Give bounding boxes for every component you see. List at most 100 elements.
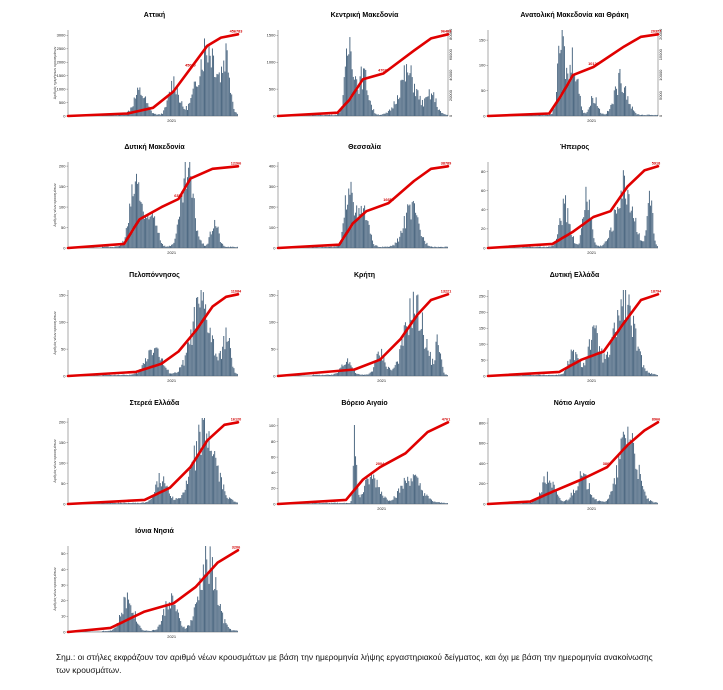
bar	[656, 502, 658, 504]
bar	[170, 246, 171, 248]
bar	[105, 630, 107, 632]
bar	[541, 375, 543, 376]
bar	[642, 241, 644, 248]
bar	[364, 485, 366, 504]
bar	[171, 593, 173, 632]
bar	[639, 115, 641, 116]
bar	[236, 630, 238, 632]
bar	[410, 65, 412, 116]
bar	[164, 615, 166, 632]
bar	[387, 500, 389, 504]
bar	[552, 245, 554, 248]
bar	[325, 374, 327, 376]
bar	[217, 604, 219, 632]
bar	[537, 246, 539, 248]
bar	[353, 79, 355, 116]
bar	[216, 590, 218, 632]
bar	[207, 62, 209, 116]
bar	[177, 498, 179, 504]
bar	[593, 102, 595, 116]
bar	[219, 350, 221, 376]
bar	[197, 230, 199, 248]
bar	[548, 246, 550, 248]
bar	[222, 243, 224, 248]
bar	[342, 223, 344, 248]
bar	[424, 348, 426, 376]
bar	[321, 247, 323, 248]
bar	[432, 246, 434, 248]
bar	[233, 368, 235, 376]
bar	[150, 110, 152, 116]
bar	[160, 358, 162, 376]
bar	[407, 204, 409, 248]
bar	[179, 367, 181, 376]
bar	[138, 371, 140, 376]
bar	[151, 630, 153, 632]
bar	[314, 114, 316, 116]
bar	[608, 237, 610, 248]
bar	[583, 473, 585, 504]
bar	[652, 501, 654, 504]
bar	[614, 332, 616, 376]
bar	[142, 502, 144, 504]
bar	[435, 246, 437, 248]
bar	[634, 111, 636, 116]
bar	[234, 111, 236, 116]
bar	[605, 241, 607, 248]
chart-panel: Βόρειο Αιγαίο 0 20 40 60 80 100 2021 4761 2004	[262, 400, 467, 518]
bar	[223, 623, 225, 632]
bar	[358, 494, 360, 504]
regional-charts-grid: Αττική 0 500 1000 1500 2000 2500 3000 Αριθμός ημ…	[53, 12, 677, 639]
bar	[171, 80, 173, 116]
bar	[537, 114, 539, 116]
bar	[105, 374, 107, 376]
bar	[569, 64, 571, 116]
bar	[173, 372, 175, 376]
bar	[219, 603, 221, 632]
bar	[617, 95, 619, 116]
bar	[562, 501, 564, 504]
bar	[608, 357, 610, 376]
bar	[335, 503, 337, 504]
bar	[192, 616, 194, 632]
bar	[574, 243, 576, 248]
bar	[104, 246, 106, 248]
bar	[361, 494, 363, 504]
bar	[366, 220, 368, 248]
bar	[206, 319, 208, 376]
bar	[646, 216, 648, 248]
bar	[182, 106, 184, 116]
bar	[638, 464, 640, 504]
bar	[176, 86, 178, 116]
bar	[121, 502, 123, 504]
bar	[425, 347, 427, 376]
bar	[148, 630, 150, 632]
chart-panel: Νότιο Αιγαίο 0 200 400 600 800 2021 8966 3866	[472, 400, 677, 518]
bar	[387, 366, 389, 376]
bar	[324, 503, 326, 504]
bar	[131, 374, 133, 376]
bar	[168, 245, 170, 248]
bar	[441, 359, 443, 376]
bar	[123, 374, 125, 376]
x-tick-label: 2021	[167, 378, 177, 383]
bar	[221, 610, 222, 632]
bar	[323, 115, 325, 116]
bar	[103, 246, 105, 248]
bar	[163, 245, 165, 248]
bar	[148, 106, 150, 116]
bar	[603, 353, 605, 376]
y-tick-label: 250	[479, 294, 486, 299]
bar	[635, 112, 637, 116]
bar	[526, 375, 528, 376]
bar	[625, 290, 627, 376]
bar	[415, 317, 417, 376]
bar	[102, 375, 103, 376]
bar	[525, 374, 527, 376]
y-tick-label: 100	[59, 204, 66, 209]
bar	[365, 220, 367, 248]
bar	[324, 246, 326, 248]
bar	[104, 375, 106, 376]
y2-tick-label: 0	[448, 114, 453, 117]
